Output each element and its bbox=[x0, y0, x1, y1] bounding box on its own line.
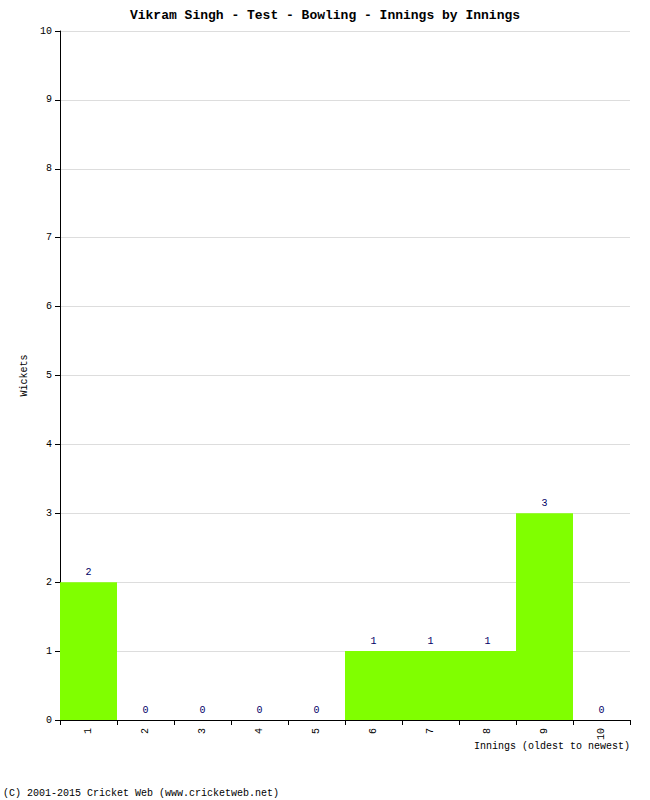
svg-text:2: 2 bbox=[46, 577, 52, 588]
svg-text:2: 2 bbox=[85, 567, 91, 578]
svg-text:8: 8 bbox=[482, 728, 493, 734]
svg-text:6: 6 bbox=[368, 728, 379, 734]
svg-text:Wickets: Wickets bbox=[19, 354, 30, 396]
svg-text:3: 3 bbox=[46, 508, 52, 519]
svg-text:0: 0 bbox=[46, 715, 52, 726]
svg-text:0: 0 bbox=[199, 705, 205, 716]
svg-text:2: 2 bbox=[140, 728, 151, 734]
svg-text:7: 7 bbox=[46, 232, 52, 243]
svg-text:1: 1 bbox=[46, 646, 52, 657]
svg-text:(C) 2001-2015 Cricket Web (www: (C) 2001-2015 Cricket Web (www.cricketwe… bbox=[3, 788, 279, 799]
svg-text:9: 9 bbox=[46, 94, 52, 105]
svg-text:5: 5 bbox=[46, 370, 52, 381]
svg-text:Innings (oldest to newest): Innings (oldest to newest) bbox=[474, 741, 630, 752]
svg-text:9: 9 bbox=[539, 728, 550, 734]
svg-text:4: 4 bbox=[46, 439, 52, 450]
svg-text:3: 3 bbox=[197, 728, 208, 734]
svg-text:0: 0 bbox=[256, 705, 262, 716]
svg-text:0: 0 bbox=[142, 705, 148, 716]
svg-text:0: 0 bbox=[313, 705, 319, 716]
svg-text:5: 5 bbox=[311, 728, 322, 734]
svg-text:1: 1 bbox=[370, 636, 376, 647]
svg-text:7: 7 bbox=[425, 728, 436, 734]
svg-text:6: 6 bbox=[46, 301, 52, 312]
svg-text:1: 1 bbox=[83, 728, 94, 734]
svg-text:Vikram Singh - Test - Bowling: Vikram Singh - Test - Bowling - Innings … bbox=[130, 8, 520, 23]
svg-text:3: 3 bbox=[541, 498, 547, 509]
svg-text:4: 4 bbox=[254, 728, 265, 734]
svg-text:1: 1 bbox=[427, 636, 433, 647]
svg-text:0: 0 bbox=[598, 705, 604, 716]
svg-text:8: 8 bbox=[46, 163, 52, 174]
svg-text:1: 1 bbox=[484, 636, 490, 647]
svg-text:10: 10 bbox=[596, 728, 607, 740]
svg-text:10: 10 bbox=[40, 26, 52, 37]
